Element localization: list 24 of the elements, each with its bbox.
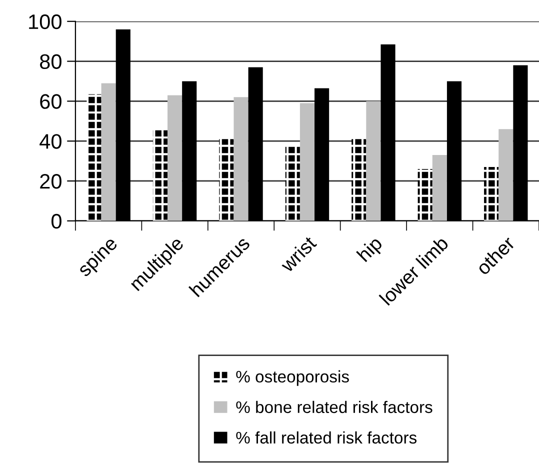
y-tick-label: 0 [51, 214, 62, 229]
bar [432, 155, 447, 221]
bar [484, 167, 499, 221]
bar [168, 95, 182, 221]
legend-label: % bone related risk factors [236, 400, 432, 414]
y-tick-label: 100 [29, 14, 62, 30]
y-tick-label: 60 [40, 94, 62, 109]
y-tick-label: 80 [40, 54, 62, 70]
bar [219, 139, 234, 221]
legend-label: % osteoporosis [236, 370, 349, 386]
bar [352, 139, 366, 221]
bar [86, 94, 102, 221]
bar [101, 83, 116, 221]
x-tick-label: hip [356, 235, 386, 265]
bar [234, 97, 248, 221]
bar [285, 145, 300, 221]
bar [300, 103, 315, 221]
bar [418, 169, 432, 221]
y-tick-label: 40 [40, 134, 62, 149]
bar [498, 129, 514, 221]
bar [366, 101, 381, 221]
bar [152, 130, 168, 221]
legend-label: % fall related risk factors [236, 431, 417, 444]
y-tick-label: 20 [40, 174, 62, 189]
